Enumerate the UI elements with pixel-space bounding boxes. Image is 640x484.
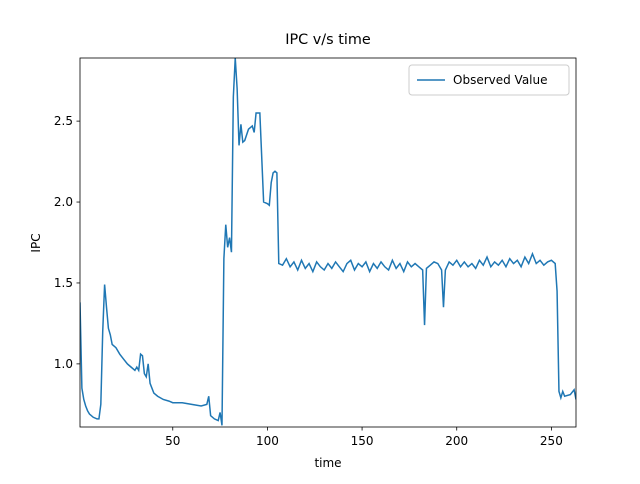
x-tick-label: 200: [445, 434, 468, 448]
chart-title: IPC v/s time: [285, 32, 371, 48]
y-tick-label: 2.5: [54, 114, 73, 128]
x-axis-label: time: [314, 456, 341, 470]
x-tick-label: 50: [165, 434, 180, 448]
plot-frame: [79, 57, 577, 428]
y-axis-label: IPC: [29, 233, 43, 252]
data-line: [80, 58, 576, 426]
y-tick-label: 2.0: [54, 195, 73, 209]
y-tick-label: 1.0: [54, 357, 73, 371]
legend-box: [408, 64, 570, 96]
x-tick-label: 150: [351, 434, 374, 448]
legend-label: Observed Value: [453, 73, 548, 87]
x-tick-label: 250: [540, 434, 563, 448]
y-tick-label: 1.5: [54, 276, 73, 290]
x-tick-label: 100: [256, 434, 279, 448]
